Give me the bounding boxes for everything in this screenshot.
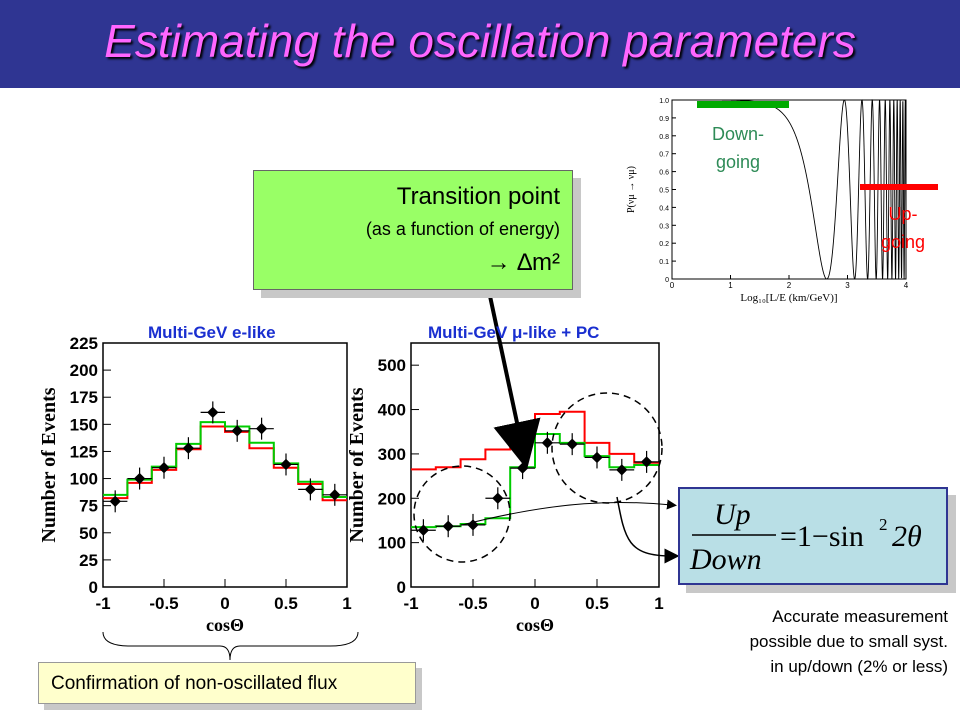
chart1-green-histogram — [103, 421, 347, 498]
osc-ytick-label: 0.2 — [659, 241, 669, 248]
title-bar — [0, 0, 960, 88]
up-going-bar — [860, 184, 938, 190]
osc-ytick-label: 1.0 — [659, 98, 669, 105]
dashed-circle-right — [551, 392, 663, 504]
chart1-ytick-label: 175 — [70, 388, 98, 407]
osc-xtick-label: 4 — [904, 281, 909, 290]
chart2-data-point — [417, 524, 430, 536]
chart2-data-point — [516, 462, 529, 474]
osc-ytick-label: 0.8 — [659, 134, 669, 141]
chart2-data-point — [591, 451, 603, 464]
chart2-ytick-label: 100 — [378, 534, 406, 553]
chart1-ytick-label: 50 — [79, 524, 98, 543]
transition-line2: (as a function of energy) — [365, 219, 560, 239]
chart2-ylabel: Number of Events — [346, 387, 368, 542]
chart2-xtick-label: 0 — [530, 594, 539, 613]
chart1-xtick-label: 0 — [220, 594, 229, 613]
chart2-data-point — [541, 437, 554, 449]
chart2-data-point — [492, 492, 504, 504]
transition-arrow — [485, 281, 541, 470]
chart2-ytick-label: 400 — [378, 401, 406, 420]
chart2-xtick-label: -1 — [403, 594, 418, 613]
chart1-xlabel: cosΘ — [206, 615, 244, 635]
transition-line1: Transition point — [396, 183, 560, 210]
chart1-ytick-label: 25 — [79, 551, 98, 570]
chart1-ytick-label: 0 — [89, 578, 98, 597]
chart1-ytick-label: 150 — [70, 415, 98, 434]
chart1-xtick-label: -1 — [95, 594, 110, 613]
osc-ytick-label: 0.4 — [659, 205, 669, 212]
chart2-xlabel: cosΘ — [516, 615, 554, 635]
chart2-ytick-label: 0 — [397, 578, 406, 597]
chart2-xtick-label: -0.5 — [458, 594, 487, 613]
chart2-data-point — [616, 464, 628, 476]
chart1-ytick-label: 200 — [70, 361, 98, 380]
osc-xtick-label: 1 — [728, 281, 733, 290]
osc-xlabel: Log₁₀[L/E (km/GeV)] — [740, 292, 837, 304]
chart2-xtick-label: 0.5 — [585, 594, 609, 613]
chart2-data-point — [566, 438, 578, 450]
chart2-title: Multi-GeV μ-like + PC — [428, 323, 600, 342]
osc-xtick-label: 2 — [787, 281, 792, 290]
chart1-title: Multi-GeV e-like — [148, 323, 276, 342]
up-arrow — [461, 499, 677, 526]
chart1-data-point — [255, 423, 268, 435]
chart2-data-point — [442, 520, 454, 532]
osc-ytick-label: 0.1 — [659, 259, 669, 266]
transition-line3: → ∆m² — [486, 249, 560, 276]
chart1-data-point — [304, 483, 317, 496]
chart2-ytick-label: 200 — [378, 489, 406, 508]
chart2-ytick-label: 300 — [378, 445, 406, 464]
chart1-xtick-label: 1 — [342, 594, 351, 613]
down-going-label: Down- going — [711, 124, 764, 172]
osc-xtick-label: 3 — [845, 281, 850, 290]
osc-xtick-label: 0 — [670, 281, 675, 290]
chart1-ytick-label: 225 — [70, 334, 98, 353]
slide-title: Estimating the oscillation parameters — [104, 15, 856, 67]
osc-ytick-label: 0.7 — [659, 152, 669, 159]
chart1-data-point — [329, 489, 341, 501]
transition-box: Transition point (as a function of energ… — [253, 170, 573, 290]
bracket — [102, 631, 359, 661]
up-going-label: Up- going — [880, 204, 926, 252]
down-going-bar — [697, 101, 789, 108]
chart1-ytick-label: 75 — [79, 497, 98, 516]
chart-mu-like: 0 100 200 300 400 500 -1 -0.5 0 0.5 1 cosΘ Number of… — [346, 342, 664, 635]
confirm-text: Confirmation of non-oscillated flux — [51, 673, 338, 694]
osc-ytick-label: 0.5 — [659, 188, 669, 195]
osc-ytick-label: 0.6 — [659, 170, 669, 177]
accurate-note: Accurate measurement possible due to sma… — [749, 607, 948, 676]
chart1-ytick-label: 100 — [70, 470, 98, 489]
chart2-ytick-label: 500 — [378, 356, 406, 375]
chart1-ytick-label: 125 — [70, 442, 98, 461]
chart1-data-point — [231, 425, 243, 437]
osc-curve — [672, 98, 907, 280]
chart2-xtick-label: 1 — [654, 594, 663, 613]
chart-e-like: 0 25 50 75 100 125 150 175 200 225 -1 -0.5 0 0.5 1 cosΘ… — [38, 334, 352, 635]
chart1-data-point — [158, 462, 170, 474]
osc-ytick-label: 0 — [665, 277, 669, 284]
osc-ytick-label: 0.3 — [659, 223, 669, 230]
confirm-box: Confirmation of non-oscillated flux — [38, 662, 416, 704]
chart1-xtick-label: -0.5 — [149, 594, 178, 613]
chart1-xtick-label: 0.5 — [274, 594, 298, 613]
chart1-data-point — [280, 458, 292, 471]
down-arrow — [616, 496, 680, 564]
dashed-circle-left — [413, 465, 511, 563]
chart1-data-point — [182, 442, 195, 454]
chart2-data-point — [640, 456, 653, 468]
chart1-data-point — [133, 472, 146, 485]
osc-ytick-label: 0.9 — [659, 116, 669, 123]
chart1-frame — [102, 342, 348, 588]
formula-box — [678, 487, 948, 585]
chart1-data-point — [207, 406, 219, 419]
osc-ylabel: P(νμ → νμ) — [626, 166, 637, 213]
chart1-ylabel: Number of Events — [38, 387, 60, 542]
